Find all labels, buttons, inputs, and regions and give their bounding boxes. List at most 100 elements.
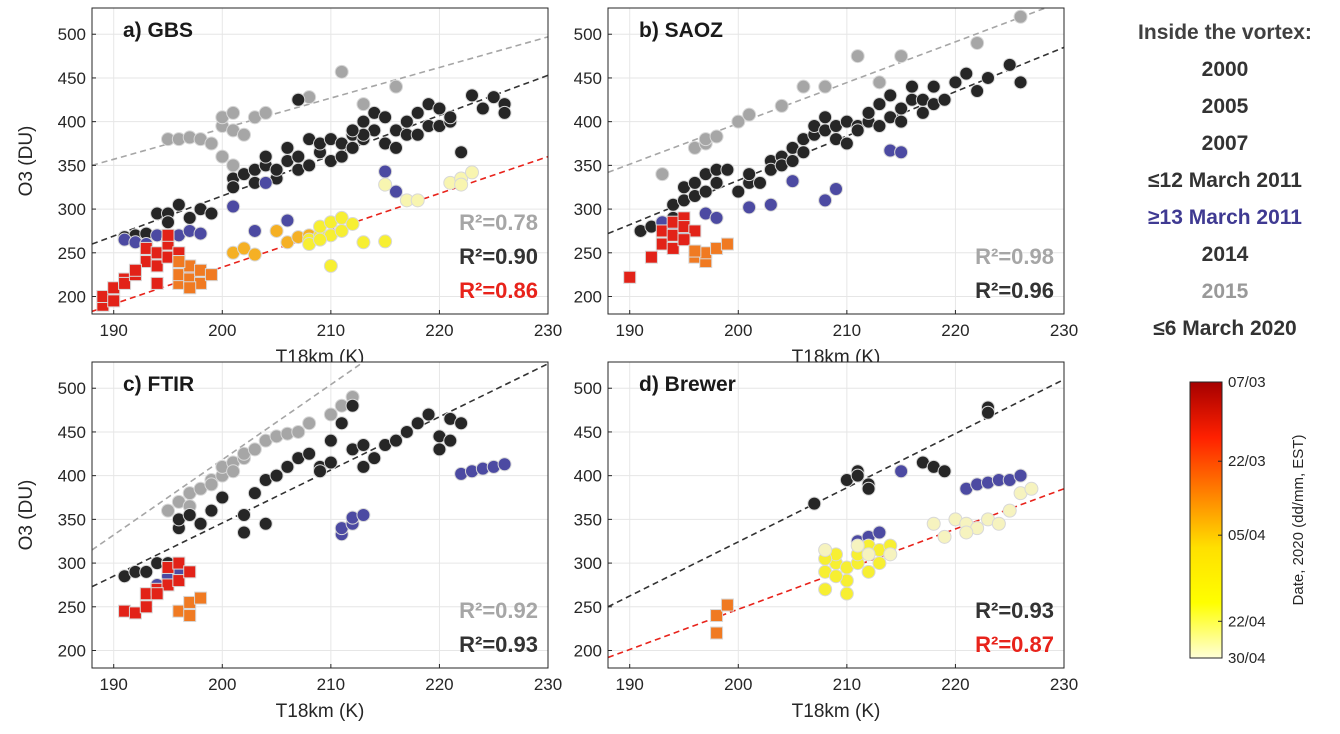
data-point-orange: [710, 626, 724, 640]
data-point-black: [981, 405, 995, 420]
data-point-black: [389, 140, 403, 155]
data-point-black: [486, 90, 501, 105]
x-tick-label: 220: [425, 675, 453, 694]
x-tick-label: 220: [941, 321, 969, 340]
data-point-orange: [710, 609, 724, 623]
data-point-black: [399, 424, 414, 439]
y-tick-label: 450: [574, 423, 602, 442]
r2-label: R²=0.86: [459, 278, 538, 303]
data-point-black: [796, 145, 811, 160]
data-point-black: [269, 162, 284, 177]
data-point-pale-yellow: [1024, 481, 1039, 496]
data-point-pale-yellow: [937, 529, 952, 544]
colorbar-tick-label: 22/03: [1228, 453, 1266, 470]
data-point-gray: [204, 136, 219, 151]
data-point-black: [818, 110, 833, 125]
x-tick-label: 210: [317, 321, 345, 340]
axes-frame: [607, 7, 1065, 315]
r2-label: R²=0.93: [975, 598, 1054, 623]
data-point-blue: [280, 213, 295, 228]
data-point-black: [894, 101, 909, 116]
y-tick-label: 500: [58, 25, 86, 44]
data-point-yellow: [839, 586, 854, 601]
data-point-gray: [258, 105, 273, 120]
data-point-black: [970, 84, 985, 99]
data-point-yellow: [861, 564, 876, 579]
data-point-black: [280, 140, 295, 155]
data-point-black: [313, 464, 327, 479]
fit-line-gray: [608, 8, 1048, 174]
data-point-orange: [710, 241, 724, 255]
chart-panel: 190 200 210 220 230 200 250 300 350 400 450 500 d) B…: [574, 361, 1078, 722]
data-point-black: [850, 468, 865, 483]
x-axis-label: T18km (K): [276, 701, 365, 722]
x-tick-label: 200: [724, 675, 752, 694]
data-point-red: [161, 228, 175, 242]
data-point-gray: [1013, 9, 1028, 24]
data-point-red: [139, 255, 153, 269]
data-point-blue: [226, 199, 241, 214]
y-tick-label: 400: [58, 113, 86, 132]
data-point-pale-yellow: [410, 193, 425, 208]
data-point-red: [139, 587, 153, 601]
data-point-pale-yellow: [465, 165, 479, 180]
data-point-black: [894, 114, 909, 129]
data-point-black: [291, 149, 306, 164]
data-point-gray: [970, 35, 985, 50]
plot-area: [608, 8, 1064, 314]
data-point-black: [182, 210, 197, 225]
r2-label: R²=0.98: [975, 244, 1054, 269]
data-point-gray: [731, 114, 746, 129]
legend-item: ≥13 March 2011: [1148, 206, 1302, 229]
legend-item: 2014: [1201, 243, 1249, 266]
data-point-black: [1002, 57, 1017, 72]
data-point-red: [107, 281, 121, 295]
data-point-blue: [389, 184, 403, 199]
data-point-blue: [247, 223, 262, 238]
data-point-blue: [785, 174, 800, 189]
data-point-black: [432, 101, 447, 116]
data-point-red: [118, 604, 132, 618]
data-point-gray: [226, 105, 241, 120]
x-tick-label: 200: [208, 675, 236, 694]
axes-frame: [91, 7, 549, 315]
data-point-black: [410, 105, 425, 120]
colorbar: [1189, 381, 1223, 659]
y-tick-label: 500: [574, 25, 602, 44]
data-point-black: [937, 92, 952, 107]
x-tick-label: 230: [1050, 321, 1078, 340]
data-point-orange: [204, 268, 218, 282]
data-point-yellow: [323, 258, 338, 273]
y-tick-label: 350: [58, 510, 86, 529]
panel-title: b) SAOZ: [639, 19, 723, 42]
data-point-black: [258, 516, 273, 531]
data-point-red: [128, 606, 142, 620]
data-point-gray: [323, 407, 338, 422]
data-point-black: [687, 175, 702, 190]
data-point-black: [356, 114, 371, 129]
y-tick-label: 500: [58, 379, 86, 398]
data-points: [117, 389, 512, 623]
data-points: [623, 9, 1028, 284]
data-point-gray: [204, 477, 219, 492]
data-point-black: [356, 459, 371, 474]
data-point-blue: [742, 200, 757, 215]
y-tick-label: 400: [574, 113, 602, 132]
y-tick-label: 200: [574, 288, 602, 307]
data-point-orange: [194, 263, 208, 277]
data-point-orange: [720, 598, 734, 612]
y-tick-label: 300: [574, 200, 602, 219]
data-point-red: [150, 259, 164, 273]
r2-label: R²=0.96: [975, 278, 1054, 303]
data-point-blue: [258, 175, 273, 190]
panel-title: d) Brewer: [639, 373, 736, 396]
y-tick-label: 250: [58, 598, 86, 617]
data-point-red: [161, 250, 175, 264]
data-point-black: [720, 162, 735, 177]
data-point-gray: [850, 49, 865, 64]
colorbar-tick-label: 05/04: [1228, 527, 1266, 544]
data-point-black: [807, 496, 822, 511]
data-point-orange: [183, 609, 197, 623]
data-point-gray: [774, 98, 789, 113]
data-point-yellow: [313, 232, 327, 247]
